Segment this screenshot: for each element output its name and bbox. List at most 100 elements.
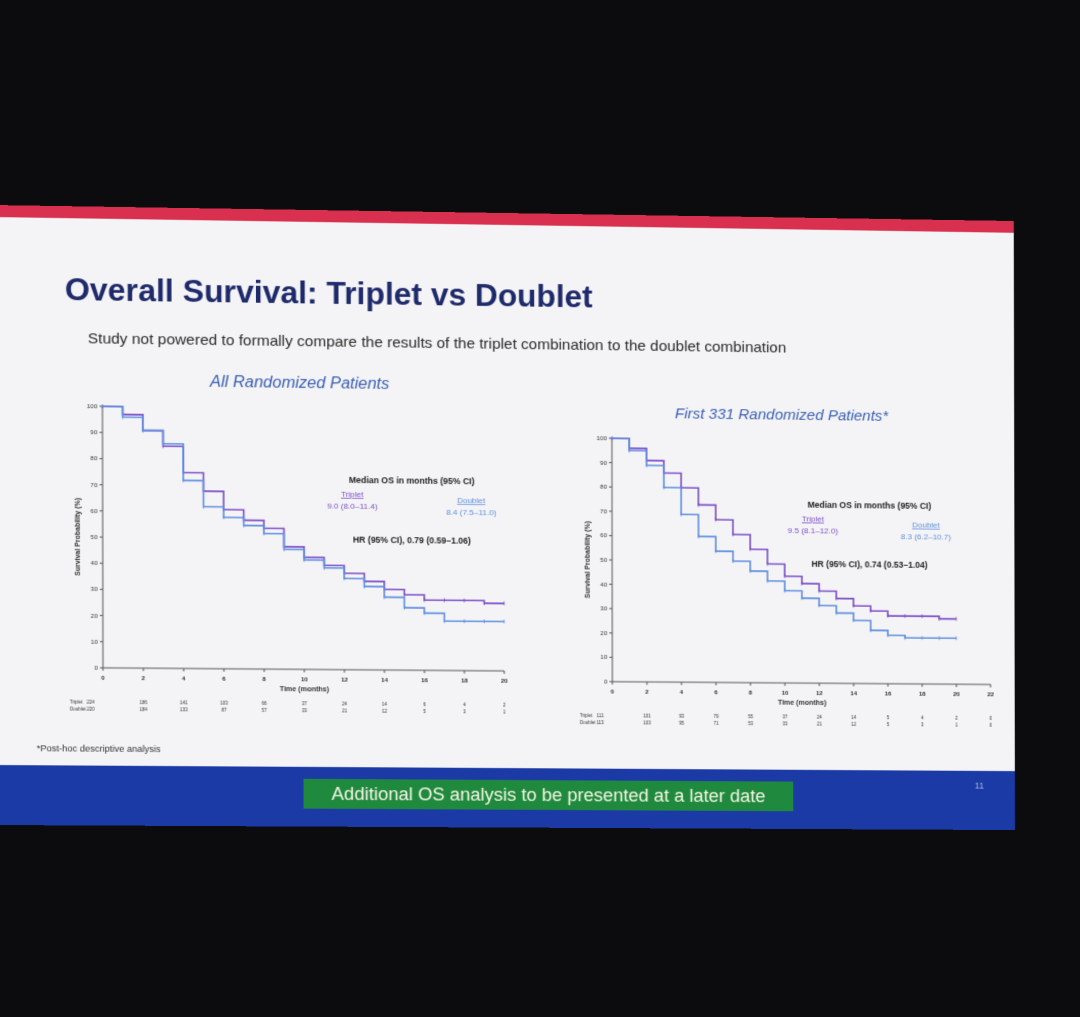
slide-title: Overall Survival: Triplet vs Doublet: [65, 272, 593, 315]
x-tick-label: 22: [987, 691, 994, 698]
x-tick-label: 6: [714, 689, 718, 696]
x-tick-label: 18: [919, 691, 926, 698]
risk-cell: 133: [180, 707, 188, 712]
y-tick-label: 10: [91, 639, 99, 646]
y-tick-label: 50: [600, 557, 607, 564]
x-tick-label: 4: [182, 676, 186, 683]
footnote: *Post-hoc descriptive analysis: [37, 743, 161, 754]
x-tick-label: 2: [645, 689, 649, 696]
annotation-doublet-label: Doublet: [912, 521, 940, 530]
risk-cell: 37: [782, 715, 788, 720]
risk-cell: 4: [921, 716, 924, 721]
x-tick-label: 8: [262, 676, 266, 683]
risk-cell: 53: [748, 721, 754, 726]
risk-cell: 2: [955, 716, 958, 721]
x-tick-label: 14: [850, 690, 857, 697]
x-tick-label: 12: [816, 690, 823, 697]
risk-cell: 12: [851, 722, 856, 727]
risk-cell: 6: [423, 702, 426, 707]
y-tick-label: 20: [91, 613, 99, 620]
y-axis-label: Survival Probability (%): [74, 497, 82, 576]
y-tick-label: 0: [604, 679, 608, 686]
x-tick-label: 20: [501, 678, 508, 685]
y-tick-label: 80: [600, 484, 607, 491]
y-tick-label: 60: [91, 508, 99, 515]
page-number: 11: [975, 781, 984, 791]
km-chart-all-randomized: 010203040506070809010002468101214161820S…: [55, 392, 529, 735]
x-tick-label: 14: [381, 677, 388, 684]
risk-cell: 3: [463, 709, 466, 714]
risk-cell: 103: [643, 721, 651, 726]
y-tick-label: 70: [600, 508, 607, 515]
y-tick-label: 0: [94, 665, 98, 672]
y-tick-label: 70: [91, 482, 99, 489]
risk-cell: 95: [679, 721, 685, 726]
x-tick-label: 0: [611, 689, 615, 696]
risk-cell: 224: [87, 700, 95, 705]
annotation-triplet-label: Triplet: [802, 515, 825, 524]
risk-cell: 21: [817, 722, 823, 727]
risk-cell: 12: [382, 709, 388, 714]
x-axis: [103, 668, 504, 671]
risk-cell: 0: [989, 723, 992, 728]
presentation-room: Overall Survival: Triplet vs Doublet Stu…: [0, 0, 1080, 810]
panel-title-all-randomized: All Randomized Patients: [210, 374, 389, 394]
risk-cell: 4: [463, 702, 466, 707]
y-tick-label: 10: [600, 654, 607, 661]
risk-cell: 2: [503, 703, 506, 708]
risk-cell: 33: [782, 721, 788, 726]
y-tick-label: 100: [87, 403, 98, 410]
risk-row-label: Doublet: [70, 707, 87, 712]
x-tick-label: 12: [341, 677, 348, 684]
banner-message: Additional OS analysis to be presented a…: [304, 779, 794, 811]
x-tick-label: 16: [885, 691, 892, 698]
x-tick-label: 10: [301, 676, 308, 683]
y-tick-label: 40: [600, 581, 607, 588]
x-axis-label: Time (months): [280, 685, 330, 693]
x-tick-label: 6: [222, 676, 226, 683]
y-axis-label: Survival Probability (%): [584, 520, 592, 598]
risk-cell: 113: [597, 720, 605, 725]
annotation-doublet-label: Doublet: [457, 496, 486, 505]
y-tick-label: 90: [600, 460, 607, 467]
risk-cell: 5: [887, 715, 890, 720]
x-tick-label: 8: [749, 690, 753, 697]
risk-cell: 5: [887, 722, 890, 727]
risk-cell: 184: [140, 707, 148, 712]
risk-cell: 33: [302, 708, 308, 713]
x-tick-label: 20: [953, 691, 960, 698]
risk-cell: 55: [748, 714, 754, 719]
x-tick-label: 0: [101, 675, 105, 682]
risk-cell: 21: [342, 709, 348, 714]
annotation-hr: HR (95% CI), 0.74 (0.53–1.04): [811, 559, 927, 570]
risk-cell: 141: [180, 700, 188, 705]
risk-cell: 24: [342, 702, 348, 707]
y-tick-label: 100: [597, 435, 608, 442]
x-tick-label: 4: [680, 689, 684, 696]
risk-cell: 186: [140, 700, 148, 705]
risk-cell: 87: [221, 708, 227, 713]
risk-cell: 111: [597, 713, 604, 718]
risk-cell: 66: [262, 701, 268, 706]
risk-cell: 14: [851, 715, 856, 720]
risk-cell: 5: [423, 709, 426, 714]
risk-cell: 1: [955, 723, 958, 728]
x-tick-label: 16: [421, 677, 428, 684]
annotation-hr: HR (95% CI), 0.79 (0.59–1.06): [353, 535, 471, 546]
risk-cell: 220: [87, 707, 95, 712]
panel-title-first-331: First 331 Randomized Patients*: [675, 405, 888, 424]
x-tick-label: 18: [461, 678, 468, 685]
risk-cell: 57: [262, 708, 268, 713]
risk-row-label: Triplet: [580, 713, 593, 718]
km-chart-first-331: 0102030405060708090100024681012141618202…: [565, 424, 1011, 744]
y-tick-label: 90: [90, 429, 98, 436]
risk-cell: 101: [643, 714, 651, 719]
y-tick-label: 80: [90, 456, 98, 463]
risk-cell: 103: [220, 701, 228, 706]
risk-row-label: Doublet: [580, 720, 596, 725]
risk-cell: 71: [714, 721, 720, 726]
risk-cell: 37: [302, 701, 308, 706]
annotation-heading: Median OS in months (95% CI): [349, 475, 475, 486]
x-axis-label: Time (months): [778, 699, 827, 707]
x-tick-label: 2: [142, 675, 146, 682]
